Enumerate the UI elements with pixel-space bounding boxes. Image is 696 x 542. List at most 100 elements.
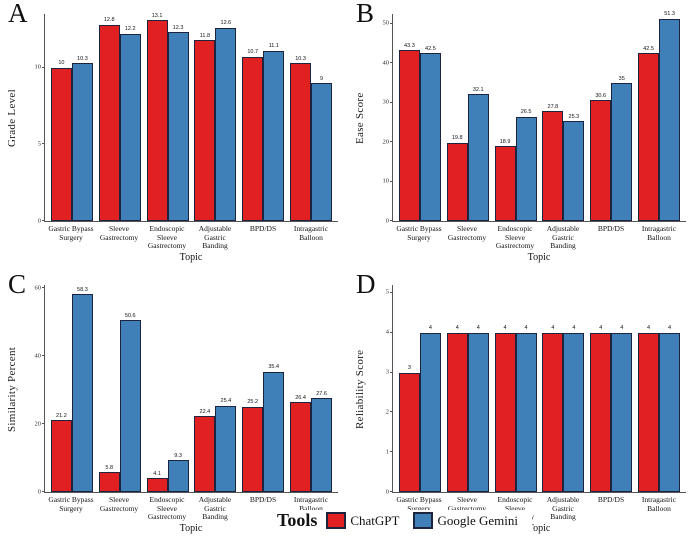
chatgpt-bar: 43.3 [398,43,420,221]
gemini-bar: 12.6 [215,21,237,221]
y-tick-mark [390,141,393,143]
y-tick-mark [42,491,45,492]
x-axis-title: Topic [179,252,203,263]
y-tick-mark [390,101,393,103]
bar-value-label: 9.3 [174,452,182,459]
bar-value-label: 4 [476,325,480,332]
bar-value-label: 4 [620,325,624,332]
gemini-bar: 4 [419,326,441,492]
chatgpt-bar: 11.8 [194,33,216,221]
panel-letter: B [356,0,375,28]
bar-value-label: 10.3 [295,55,306,62]
bar-group: 5.8 50.6 [96,285,144,492]
y-axis-label: Similarity Percent [6,346,18,432]
y-axis-label: Ease Score [354,92,366,144]
x-tick-label: Gastric Bypass Surgery [48,224,94,242]
legend-label-gemini: Google Gemini [437,512,518,528]
legend-title: Tools [277,510,318,530]
y-tick-label: 10 [382,177,390,185]
y-tick-mark [42,355,45,357]
bar-groups: 10 10.3 12.8 12.2 13.1 12.3 11.8 12.6 10.7 11.1 10… [45,13,338,221]
gemini-bar: 26.5 [515,109,537,221]
y-tick-label: 1 [385,447,389,455]
gemini-bar: 27.6 [311,391,333,492]
chatgpt-bar: 4 [542,326,564,492]
y-tick-mark [390,220,393,221]
gemini-bar: 25.3 [563,114,585,221]
y-tick-mark [390,291,393,293]
y-tick-label: 20 [34,419,42,427]
x-tick-label: Gastric Bypass Surgery [396,495,442,513]
gemini-bar: 4 [611,326,633,492]
y-tick-label: 30 [382,98,390,106]
x-tick-label: BPD/DS [249,495,277,504]
x-tick-label: Adjustable Gastric Banding [198,224,232,251]
bar-group: 13.1 12.3 [144,13,192,221]
bar-groups: 43.3 42.5 19.8 32.1 18.9 26.5 27.8 25.3 30.6 35 42… [393,12,686,221]
chatgpt-bar: 5.8 [98,465,120,492]
bar-group: 21.2 58.3 [48,285,96,492]
bar-value-label: 18.9 [499,138,511,145]
bar-groups: 21.2 58.3 5.8 50.6 4.1 9.3 22.4 25.4 25.2 35.4 26.… [45,285,338,492]
chatgpt-bar: 12.8 [98,18,120,221]
x-tick-label: Intragastric Balloon [293,224,329,242]
gemini-bar: 4 [515,326,537,492]
chatgpt-bar: 10 [50,61,72,221]
panel-a-grade-level: A Grade Level 0 5 10 10 10.3 12.8 12.2 13.1 12.3 11… [0,0,348,271]
bar-value-label: 12.6 [220,20,232,27]
plot-area: 0 20 40 60 21.2 58.3 5.8 50.6 4.1 9.3 22.4 25.4 25.2… [35,285,338,494]
bar-value-label: 4 [647,325,651,332]
bar-value-label: 27.8 [547,103,559,110]
bar-group: 25.2 35.4 [239,285,287,492]
x-tick-label: Intragastric Balloon [293,495,329,513]
bar-value-label: 12.2 [124,26,136,33]
y-tick-mark [390,411,393,413]
y-tick-mark [390,62,393,64]
bar-group: 19.8 32.1 [444,14,492,221]
y-tick-mark [390,331,393,333]
bar-value-label: 4 [551,325,555,332]
x-tick-label: Sleeve Gastrectomy [99,224,139,242]
bar-value-label: 30.6 [595,92,607,99]
bar-value-label: 12.3 [172,24,184,31]
legend-label-chatgpt: ChatGPT [350,512,400,528]
y-tick-label: 0 [37,487,41,495]
chatgpt-bar: 22.4 [194,409,216,492]
bar-value-label: 10 [58,60,65,67]
gemini-bar: 42.5 [419,46,441,221]
bar-value-label: 42.5 [643,45,654,52]
x-tick-label: BPD/DS [597,495,625,504]
bar-group: 43.3 42.5 [396,14,444,221]
y-tick-mark [390,22,393,24]
bar-value-label: 25.4 [220,398,232,405]
bar-value-label: 42.5 [425,45,436,52]
y-tick-mark [390,451,393,453]
chatgpt-bar: 4 [590,326,612,492]
x-tick-label: Sleeve Gastrectomy [447,495,487,513]
bar-value-label: 3 [407,365,411,372]
x-tick-label: Gastric Bypass Surgery [48,495,94,513]
gemini-bar: 25.4 [215,399,237,492]
gemini-bar: 50.6 [119,313,141,492]
bar-value-label: 27.6 [316,390,327,397]
x-tick-label: Adjustable Gastric Banding [546,224,580,251]
bar-value-label: 25.2 [247,399,259,405]
bar-group: 42.5 51.3 [635,12,683,221]
bar-value-label: 4 [503,325,507,332]
bar-value-label: 35 [618,75,625,82]
chatgpt-bar: 30.6 [590,93,612,221]
bar-value-label: 5.8 [105,464,114,471]
bar-value-label: 10.7 [247,49,259,56]
y-tick-label: 5 [385,288,389,296]
bar-value-label: 4 [455,325,459,332]
gemini-color-swatch [413,512,434,529]
bar-group: 22.4 25.4 [191,285,239,492]
y-axis-label: Grade Level [6,89,18,147]
